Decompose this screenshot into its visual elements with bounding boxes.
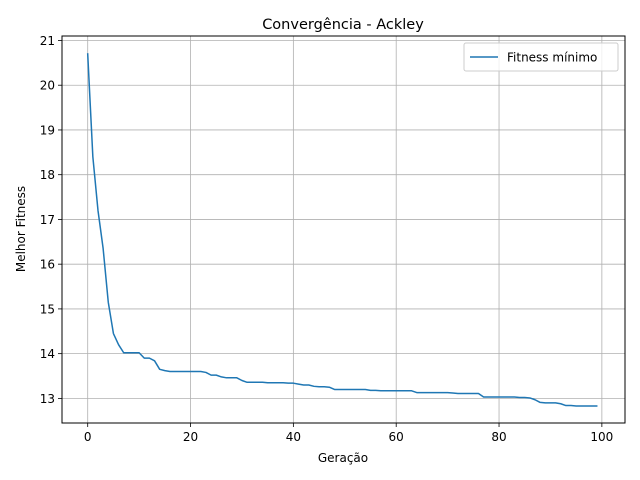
x-tick-label: 60 <box>389 430 404 444</box>
legend-frame <box>463 42 619 72</box>
y-axis-label: Melhor Fitness <box>14 186 28 272</box>
y-tick-label: 14 <box>40 347 55 361</box>
y-tick-label: 17 <box>40 213 55 227</box>
y-tick-label: 16 <box>40 258 55 272</box>
x-tick-label: 0 <box>84 430 92 444</box>
y-tick-label: 20 <box>40 79 55 93</box>
y-tick-label: 18 <box>40 168 55 182</box>
y-tick-label: 15 <box>40 302 55 316</box>
tick-layer: 0 20 40 60 80 100 13 14 15 16 17 18 19 20 21 <box>40 34 614 444</box>
legend: Fitness mínimo <box>463 42 619 72</box>
y-tick-label: 13 <box>40 392 55 406</box>
grid-layer <box>62 36 625 423</box>
chart-title: Convergência - Ackley <box>262 17 424 33</box>
y-tick-label: 19 <box>40 123 55 137</box>
x-tick-label: 100 <box>590 430 613 444</box>
legend-entry-label: Fitness mínimo <box>507 51 597 65</box>
y-tick-label: 21 <box>40 34 55 48</box>
x-tick-label: 20 <box>183 430 198 444</box>
fitness-series-line <box>86 53 598 407</box>
series-layer <box>86 53 598 407</box>
x-tick-label: 80 <box>491 430 506 444</box>
plot-frame <box>61 35 626 424</box>
x-axis-label: Geração <box>318 451 368 465</box>
x-tick-label: 40 <box>286 430 301 444</box>
